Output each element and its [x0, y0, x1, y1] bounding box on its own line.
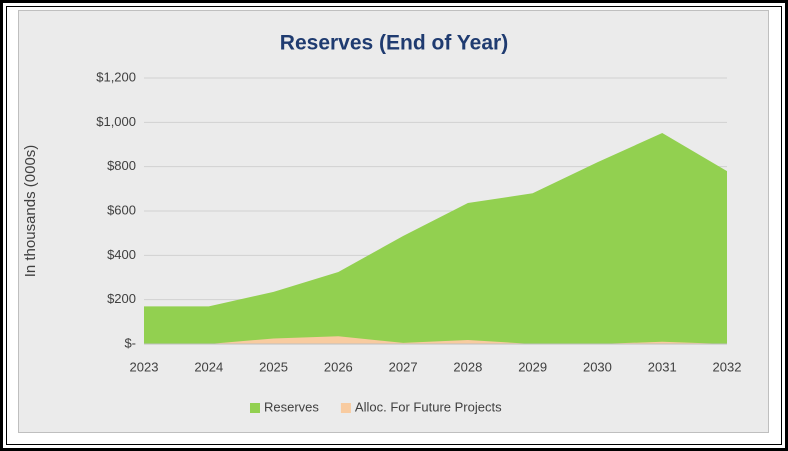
y-tick-label: $600: [107, 202, 136, 217]
y-tick-label: $200: [107, 291, 136, 306]
y-tick-label: $1,000: [96, 114, 136, 129]
legend-label: Reserves: [264, 399, 319, 414]
y-tick-label: $1,200: [96, 69, 136, 84]
legend-swatch: [340, 403, 351, 413]
chart-title: Reserves (End of Year): [280, 32, 508, 55]
y-tick-label: $800: [107, 158, 136, 173]
x-tick-label: 2029: [518, 359, 547, 374]
y-tick-label: $-: [124, 335, 136, 350]
inner-frame: [6, 6, 782, 445]
area: [144, 132, 727, 344]
legend-label: Alloc. For Future Projects: [355, 399, 502, 414]
x-tick-label: 2032: [713, 359, 742, 374]
x-tick-label: 2027: [389, 359, 418, 374]
y-tick-label: $400: [107, 247, 136, 262]
x-tick-label: 2031: [648, 359, 677, 374]
x-tick-label: 2024: [194, 359, 223, 374]
legend-swatch: [250, 403, 260, 413]
area: [144, 336, 727, 344]
x-tick-label: 2026: [324, 359, 353, 374]
x-tick-label: 2023: [130, 359, 159, 374]
x-tick-label: 2025: [259, 359, 288, 374]
x-tick-label: 2030: [583, 359, 612, 374]
y-axis-label: In thousands (000s): [22, 145, 39, 278]
x-tick-label: 2028: [453, 359, 482, 374]
